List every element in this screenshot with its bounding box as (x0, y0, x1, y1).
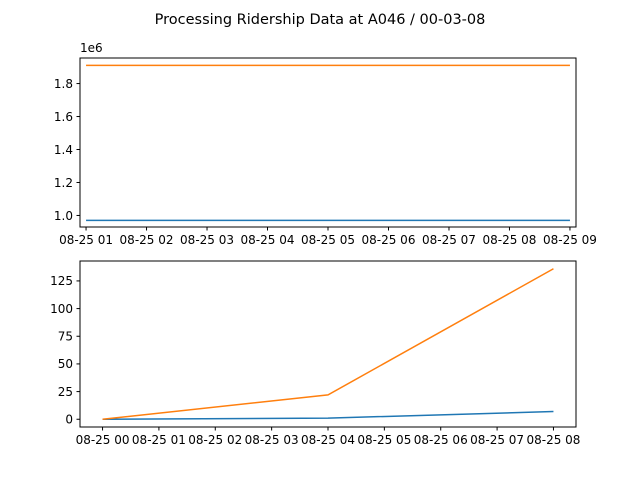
x-tick-label: 08-25 05 (301, 233, 355, 247)
x-tick-label: 08-25 00 (76, 433, 130, 447)
x-tick-label: 08-25 08 (482, 233, 536, 247)
x-tick-label: 08-25 03 (245, 433, 299, 447)
y-offset-label: 1e6 (80, 41, 103, 55)
figure-title: Processing Ridership Data at A046 / 00-0… (155, 12, 486, 28)
y-tick-label: 1.4 (54, 143, 73, 157)
y-tick-label: 50 (58, 357, 73, 371)
x-tick-label: 08-25 02 (120, 233, 174, 247)
x-tick-label: 08-25 07 (470, 433, 524, 447)
x-tick-label: 08-25 04 (241, 233, 295, 247)
axes-frame (79, 260, 577, 428)
x-tick-label: 08-25 03 (180, 233, 234, 247)
y-tick-label: 100 (50, 302, 73, 316)
y-tick-label: 1.6 (54, 110, 73, 124)
y-tick-label: 1.8 (54, 77, 73, 91)
series-line-2 (102, 268, 554, 420)
x-tick-label: 08-25 04 (301, 433, 355, 447)
x-tick-label: 08-25 05 (357, 433, 411, 447)
x-tick-label: 08-25 07 (422, 233, 476, 247)
top-chart: 08-25 01 08-25 02 08-25 03 08-25 04 08-25 05… (54, 41, 597, 247)
axes-frame (79, 57, 577, 228)
x-tick-label: 08-25 01 (132, 433, 186, 447)
x-tick-label: 08-25 01 (59, 233, 113, 247)
y-tick-label: 0 (65, 413, 73, 427)
x-tick-label: 08-25 02 (188, 433, 242, 447)
x-tick-label: 08-25 08 (526, 433, 580, 447)
y-tick-label: 75 (58, 330, 73, 344)
bottom-chart: 08-25 00 08-25 01 08-25 02 08-25 03 08-25 04… (50, 260, 580, 447)
y-tick-label: 25 (58, 385, 73, 399)
y-tick-label: 1.2 (54, 176, 73, 190)
y-tick-label: 125 (50, 274, 73, 288)
series-line-1 (102, 410, 554, 420)
x-tick-label: 08-25 09 (543, 233, 597, 247)
y-tick-label: 1.0 (54, 209, 73, 223)
x-tick-label: 08-25 06 (362, 233, 416, 247)
x-tick-label: 08-25 06 (414, 433, 468, 447)
